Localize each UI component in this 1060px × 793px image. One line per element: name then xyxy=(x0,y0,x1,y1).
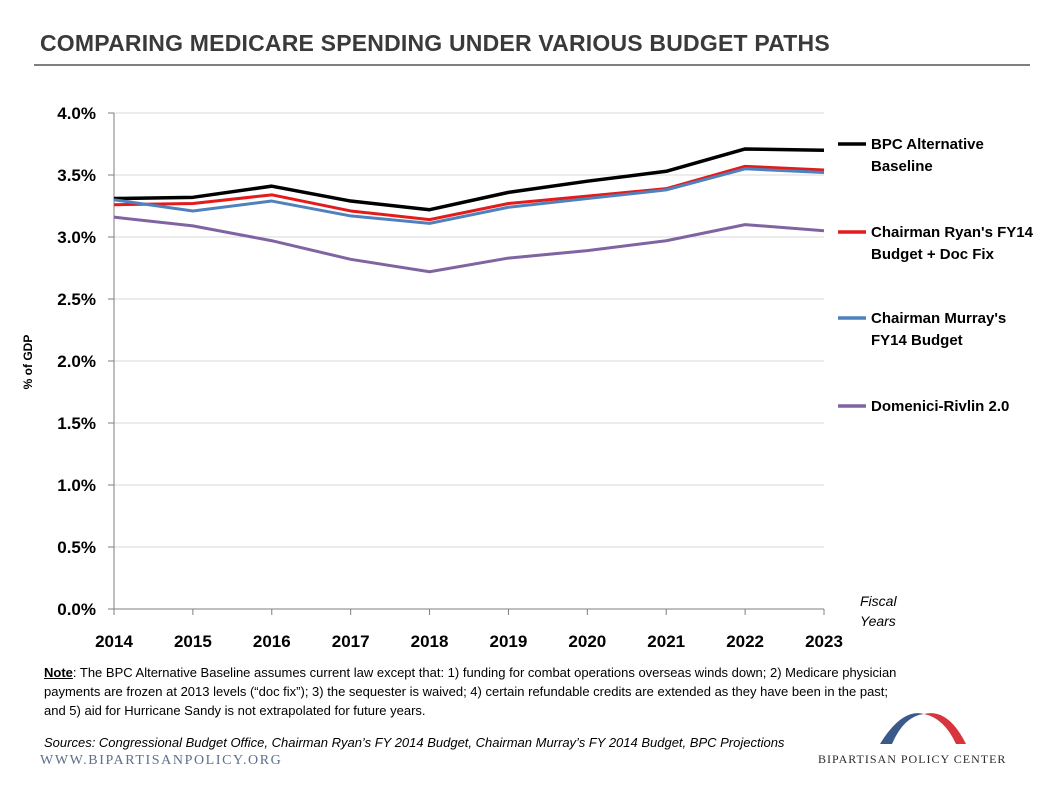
legend: BPC Alternative Baseline Chairman Ryan's F… xyxy=(838,136,1034,415)
y-tick-label: 2.5% xyxy=(57,290,96,309)
x-tick-label: 2018 xyxy=(411,632,449,651)
y-tick-label: 1.0% xyxy=(57,476,96,495)
chart-sources: Sources: Congressional Budget Office, Ch… xyxy=(44,735,785,750)
axes xyxy=(108,112,825,615)
y-tick-label: 0.0% xyxy=(57,600,96,619)
gridlines xyxy=(114,112,824,548)
x-tick-label: 2016 xyxy=(253,632,291,651)
x-tick-label: 2023 xyxy=(805,632,843,651)
x-tick-label: 2015 xyxy=(174,632,212,651)
chart-title: COMPARING MEDICARE SPENDING UNDER VARIOU… xyxy=(40,30,830,56)
note-text: : The BPC Alternative Baseline assumes c… xyxy=(44,665,897,718)
x-tick-label: 2020 xyxy=(568,632,606,651)
title-divider xyxy=(34,64,1030,66)
x-tick-label: 2014 xyxy=(95,632,133,651)
y-tick-label: 0.5% xyxy=(57,538,96,557)
x-axis-title-line1: Fiscal xyxy=(860,593,897,609)
legend-label-2: FY14 Budget xyxy=(871,332,963,349)
line-chart: 0.0% 0.5% 1.0% 1.5% 2.0% 2.5% 3.0% 3.5% 4.0% 201… xyxy=(21,104,1034,651)
y-axis-title: % of GDP xyxy=(21,335,35,390)
y-tick-label: 3.0% xyxy=(57,228,96,247)
note-label: Note xyxy=(44,665,73,680)
series-line-0 xyxy=(113,147,825,212)
y-tick-label: 1.5% xyxy=(57,414,96,433)
x-tick-label: 2019 xyxy=(490,632,528,651)
x-tick-label: 2021 xyxy=(647,632,685,651)
legend-label-1: Chairman Ryan's FY14 xyxy=(871,224,1034,241)
series-line-3 xyxy=(113,215,825,274)
series-line-2 xyxy=(113,167,825,225)
chart-note: Note: The BPC Alternative Baseline assum… xyxy=(44,663,904,720)
y-tick-labels: 0.0% 0.5% 1.0% 1.5% 2.0% 2.5% 3.0% 3.5% 4.0% xyxy=(57,104,96,619)
y-tick-label: 4.0% xyxy=(57,104,96,123)
x-tick-label: 2017 xyxy=(332,632,370,651)
series-line-1 xyxy=(113,164,825,222)
x-axis-title-line2: Years xyxy=(860,613,896,629)
legend-label-2: Chairman Murray's xyxy=(871,310,1006,327)
website-link[interactable]: WWW.BIPARTISANPOLICY.ORG xyxy=(40,753,283,768)
legend-label-3: Domenici-Rivlin 2.0 xyxy=(871,398,1009,415)
logo-text: BIPARTISAN POLICY CENTER xyxy=(818,752,1007,766)
bpc-logo: BIPARTISAN POLICY CENTER xyxy=(818,706,1030,780)
logo-arc-icon xyxy=(880,713,966,744)
y-tick-label: 2.0% xyxy=(57,352,96,371)
y-tick-label: 3.5% xyxy=(57,166,96,185)
legend-label-1: Budget + Doc Fix xyxy=(871,246,995,263)
series-lines xyxy=(113,147,825,274)
legend-label-0: Baseline xyxy=(871,158,933,175)
x-tick-labels: 2014 2015 2016 2017 2018 2019 2020 2021 2022 2023 xyxy=(95,632,843,651)
legend-label-0: BPC Alternative xyxy=(871,136,984,153)
x-tick-label: 2022 xyxy=(726,632,764,651)
